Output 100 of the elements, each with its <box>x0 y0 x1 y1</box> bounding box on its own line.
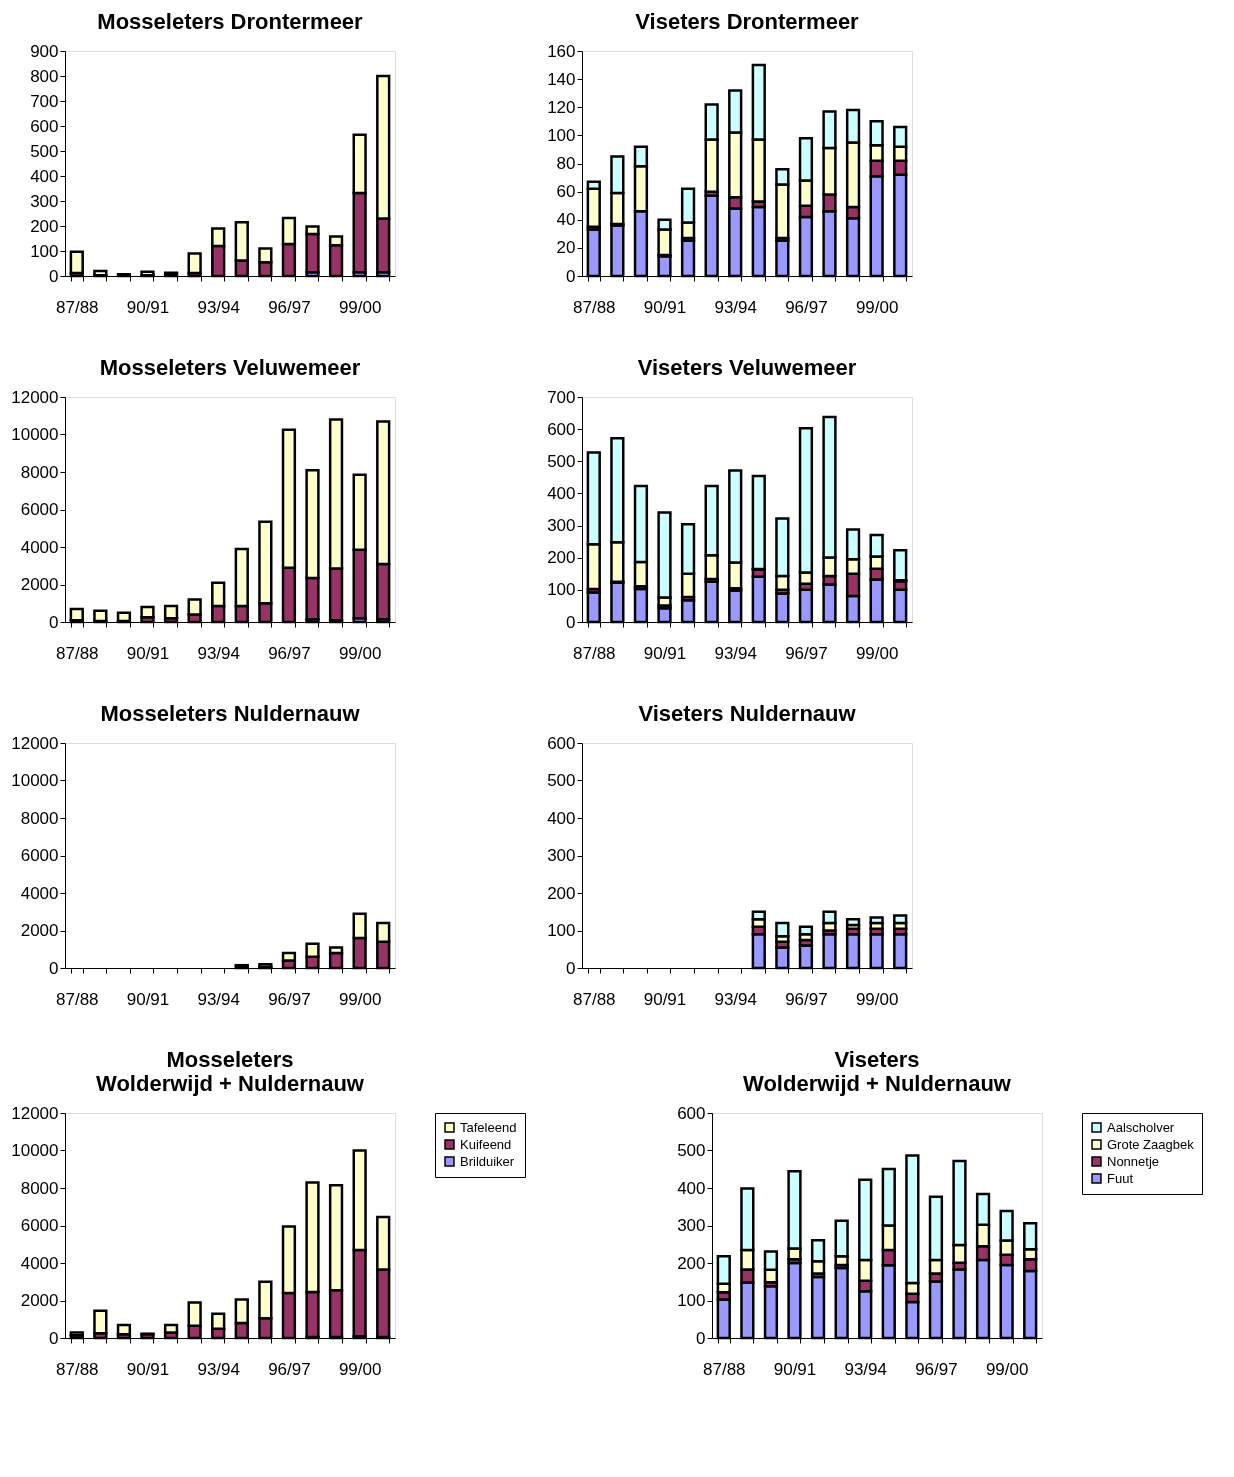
x-tick-label: 93/94 <box>714 989 757 1009</box>
x-tick-label: 93/94 <box>197 297 240 317</box>
x-tick-label: 87/88 <box>573 297 616 317</box>
y-tick-label: 700 <box>30 91 59 111</box>
y-tick-label: 300 <box>30 191 59 211</box>
chart-title: Mosseleters Veluwemeer <box>99 355 361 380</box>
x-tick-label: 99/00 <box>338 989 382 1009</box>
x-tick-label: 93/94 <box>714 297 757 317</box>
x-tick-label: 90/91 <box>643 297 687 317</box>
y-tick-label: 500 <box>547 771 576 790</box>
y-tick-label: 200 <box>547 548 576 568</box>
x-tick-label: 96/97 <box>268 643 311 663</box>
y-tick-label: 400 <box>547 483 576 503</box>
y-tick-label: 4000 <box>20 537 59 557</box>
y-tick-label: 300 <box>677 1216 706 1235</box>
x-tick-label: 93/94 <box>197 1359 240 1379</box>
x-tick-label: 87/88 <box>56 1359 99 1379</box>
y-tick-label: 10000 <box>11 425 59 444</box>
y-tick-label: 400 <box>677 1178 706 1198</box>
x-tick-label: 87/88 <box>56 989 99 1009</box>
legend-label: Brilduiker <box>460 1153 515 1169</box>
y-tick-label: 200 <box>677 1253 706 1273</box>
x-tick-label: 96/97 <box>785 643 828 663</box>
y-tick-label: 500 <box>677 1141 706 1160</box>
y-tick-label: 8000 <box>20 808 59 828</box>
x-tick-label: 96/97 <box>915 1359 958 1379</box>
y-tick-label: 8000 <box>20 1178 59 1198</box>
y-tick-label: 60 <box>556 182 576 202</box>
y-tick-label: 4000 <box>20 1253 59 1273</box>
y-tick-label: 800 <box>30 66 59 86</box>
x-tick-label: 87/88 <box>573 989 616 1009</box>
y-tick-label: 2000 <box>20 921 59 940</box>
y-tick-label: 200 <box>547 883 576 903</box>
x-tick-label: 93/94 <box>844 1359 887 1379</box>
legend-label: Fuut <box>1107 1170 1134 1186</box>
chart-title: Mosseleters Drontermeer <box>97 9 364 34</box>
x-tick-label: 87/88 <box>56 297 99 317</box>
x-tick-label: 90/91 <box>126 297 170 317</box>
x-tick-label: 90/91 <box>643 989 687 1009</box>
x-tick-label: 99/00 <box>338 643 382 663</box>
x-tick-label: 96/97 <box>268 989 311 1009</box>
y-tick-label: 100 <box>30 241 59 261</box>
y-tick-label: 0 <box>566 612 576 632</box>
y-tick-label: 300 <box>547 516 576 536</box>
y-tick-label: 6000 <box>20 1216 59 1235</box>
y-tick-label: 500 <box>547 451 576 471</box>
x-tick-label: 87/88 <box>573 643 616 663</box>
y-tick-label: 20 <box>556 238 576 258</box>
y-tick-label: 400 <box>30 166 59 186</box>
y-tick-label: 700 <box>547 387 576 407</box>
y-tick-label: 6000 <box>20 500 59 519</box>
y-tick-label: 12000 <box>11 1103 59 1123</box>
y-tick-label: 12000 <box>11 387 59 407</box>
y-tick-label: 600 <box>677 1103 706 1123</box>
y-tick-label: 600 <box>547 733 576 753</box>
y-tick-label: 80 <box>556 154 576 173</box>
y-tick-label: 0 <box>566 958 576 978</box>
y-tick-label: 200 <box>30 216 59 236</box>
x-tick-label: 96/97 <box>268 1359 311 1379</box>
y-tick-label: 100 <box>547 125 576 145</box>
x-tick-label: 96/97 <box>785 989 828 1009</box>
chart-title: Viseters Nuldernauw <box>638 701 857 726</box>
legend-label: Tafeleend <box>460 1119 517 1135</box>
x-tick-label: 93/94 <box>714 643 757 663</box>
y-tick-label: 900 <box>30 41 59 61</box>
x-tick-label: 93/94 <box>197 643 240 663</box>
y-tick-label: 10000 <box>11 771 59 790</box>
chart-title: Viseters Drontermeer <box>635 9 860 34</box>
x-tick-label: 90/91 <box>773 1359 817 1379</box>
x-tick-label: 99/00 <box>338 1359 382 1379</box>
x-tick-label: 96/97 <box>785 297 828 317</box>
y-tick-label: 100 <box>547 580 576 600</box>
x-tick-label: 99/00 <box>855 989 899 1009</box>
chart-title: Mosseleters Nuldernauw <box>100 701 361 726</box>
legend-label: Kuifeend <box>460 1136 512 1152</box>
y-tick-label: 140 <box>547 69 576 89</box>
y-tick-label: 40 <box>556 210 576 230</box>
y-tick-label: 300 <box>547 846 576 865</box>
x-tick-label: 93/94 <box>197 989 240 1009</box>
y-tick-label: 0 <box>49 958 59 978</box>
y-tick-label: 8000 <box>20 462 59 482</box>
chart-title: Viseters Wolderwijd + Nuldernauw <box>743 1047 1012 1096</box>
y-tick-label: 500 <box>30 141 59 161</box>
x-tick-label: 90/91 <box>643 643 687 663</box>
x-tick-label: 99/00 <box>985 1359 1029 1379</box>
y-tick-label: 160 <box>547 41 576 61</box>
x-tick-label: 90/91 <box>126 643 170 663</box>
x-tick-label: 87/88 <box>703 1359 746 1379</box>
y-tick-label: 2000 <box>20 575 59 594</box>
x-tick-label: 90/91 <box>126 989 170 1009</box>
x-tick-label: 99/00 <box>855 643 899 663</box>
x-tick-label: 87/88 <box>56 643 99 663</box>
y-tick-label: 600 <box>30 116 59 136</box>
y-tick-label: 0 <box>696 1328 706 1348</box>
y-tick-label: 12000 <box>11 733 59 753</box>
x-tick-label: 90/91 <box>126 1359 170 1379</box>
y-tick-label: 100 <box>677 1291 706 1310</box>
x-tick-label: 96/97 <box>268 297 311 317</box>
legend-label: Nonnetje <box>1107 1153 1160 1169</box>
y-tick-label: 10000 <box>11 1141 59 1160</box>
